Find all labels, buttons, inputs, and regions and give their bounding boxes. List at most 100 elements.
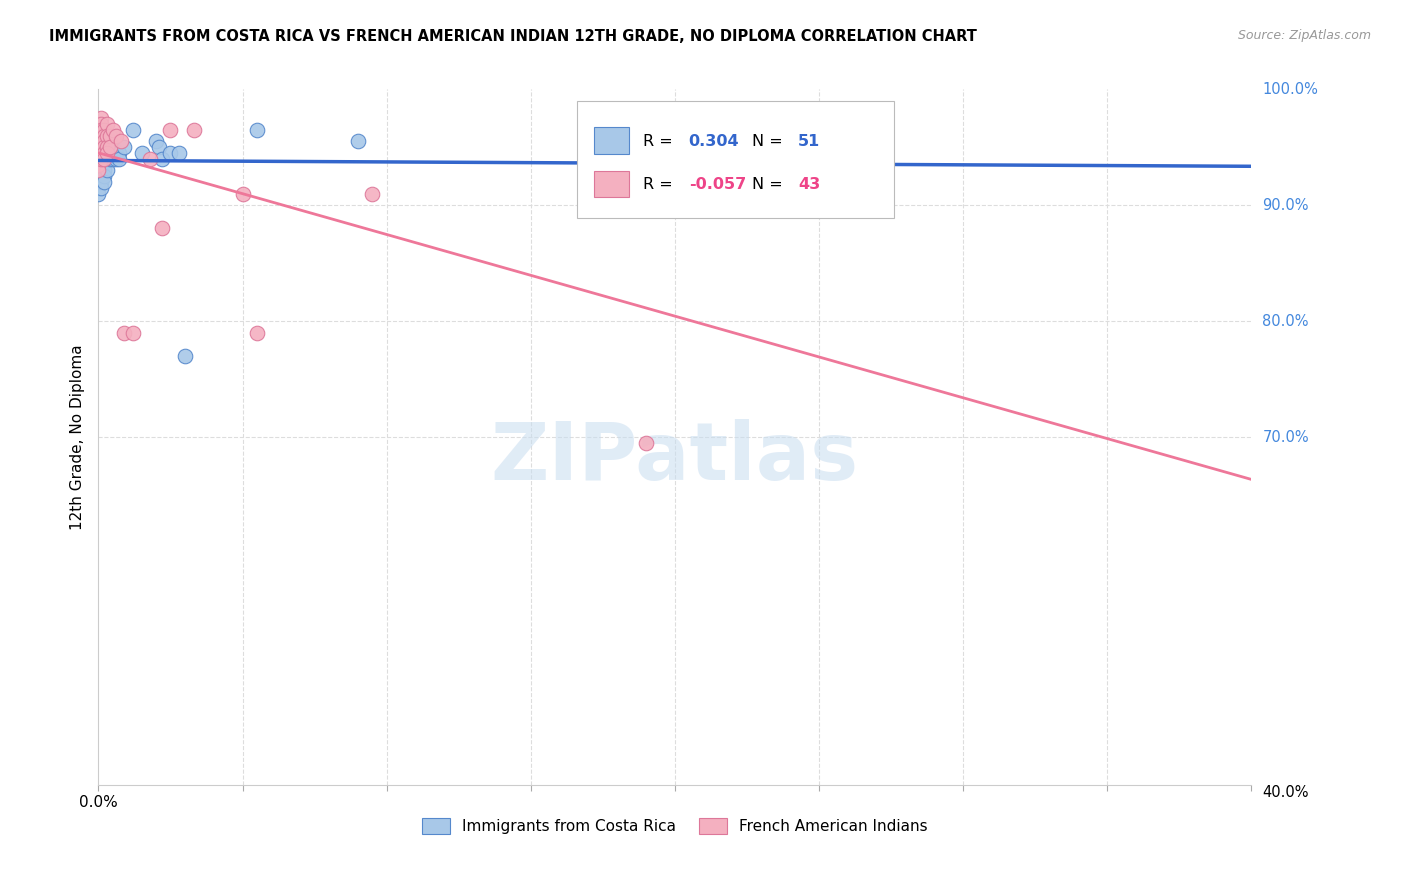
Point [90, 181, 112, 195]
Legend: Immigrants from Costa Rica, French American Indians: Immigrants from Costa Rica, French Ameri… [416, 812, 934, 840]
Point [90, 123, 112, 137]
Point [90, 146, 112, 161]
Point [90, 152, 112, 166]
Point [174, 349, 197, 363]
Point [96, 146, 118, 161]
Point [87, 146, 110, 161]
Point [93, 152, 115, 166]
Point [90, 146, 112, 161]
Point [93, 175, 115, 189]
Point [87, 186, 110, 201]
Text: 40.0%: 40.0% [1263, 785, 1309, 800]
Point [93, 135, 115, 149]
Bar [595, 128, 628, 154]
Text: N =: N = [752, 177, 787, 192]
Point [183, 123, 205, 137]
Point [246, 123, 269, 137]
Point [122, 326, 145, 340]
Point [93, 163, 115, 178]
Point [93, 123, 115, 137]
Point [246, 326, 269, 340]
Point [90, 135, 112, 149]
Point [101, 152, 124, 166]
Point [90, 175, 112, 189]
Point [139, 152, 162, 166]
Point [93, 152, 115, 166]
Point [90, 163, 112, 178]
Text: IMMIGRANTS FROM COSTA RICA VS FRENCH AMERICAN INDIAN 12TH GRADE, NO DIPLOMA CORR: IMMIGRANTS FROM COSTA RICA VS FRENCH AME… [49, 29, 977, 44]
Point [90, 169, 112, 184]
Point [98, 152, 121, 166]
Point [96, 152, 118, 166]
Point [721, 186, 744, 201]
Point [122, 123, 145, 137]
Point [87, 140, 110, 154]
Point [87, 117, 110, 131]
Point [107, 152, 129, 166]
Point [96, 128, 118, 143]
Point [104, 152, 127, 166]
Point [93, 128, 115, 143]
FancyBboxPatch shape [576, 101, 894, 218]
Point [90, 128, 112, 143]
Point [93, 123, 115, 137]
Point [112, 140, 135, 154]
Text: R =: R = [643, 177, 678, 192]
Point [87, 175, 110, 189]
Text: Source: ZipAtlas.com: Source: ZipAtlas.com [1237, 29, 1371, 42]
Point [346, 135, 368, 149]
Point [87, 169, 110, 184]
Point [87, 135, 110, 149]
Point [93, 128, 115, 143]
Point [98, 146, 121, 161]
Point [90, 123, 112, 137]
Point [96, 140, 118, 154]
Point [87, 123, 110, 137]
Point [110, 135, 132, 149]
Point [87, 163, 110, 178]
Text: 51: 51 [799, 134, 821, 149]
Point [104, 146, 127, 161]
Text: 90.0%: 90.0% [1263, 198, 1309, 212]
Point [90, 112, 112, 126]
Point [90, 117, 112, 131]
Point [90, 140, 112, 154]
Point [98, 128, 121, 143]
Point [93, 169, 115, 184]
Bar [595, 170, 628, 197]
Point [87, 158, 110, 172]
Point [107, 146, 129, 161]
Point [112, 326, 135, 340]
Point [101, 123, 124, 137]
Text: 0.304: 0.304 [689, 134, 740, 149]
Point [93, 140, 115, 154]
Point [98, 135, 121, 149]
Point [96, 146, 118, 161]
Point [150, 221, 173, 235]
Point [150, 152, 173, 166]
Point [98, 140, 121, 154]
Text: 70.0%: 70.0% [1263, 430, 1309, 444]
Point [145, 135, 167, 149]
Text: N =: N = [752, 134, 787, 149]
Point [90, 135, 112, 149]
Point [131, 146, 153, 161]
Point [167, 146, 190, 161]
Point [159, 123, 181, 137]
Point [87, 152, 110, 166]
Point [87, 158, 110, 172]
Text: 100.0%: 100.0% [1263, 82, 1319, 96]
Text: -0.057: -0.057 [689, 177, 747, 192]
Point [96, 117, 118, 131]
Point [90, 152, 112, 166]
Point [87, 146, 110, 161]
Point [636, 436, 658, 450]
Text: 80.0%: 80.0% [1263, 314, 1309, 328]
Point [104, 128, 127, 143]
Text: ZIPatlas: ZIPatlas [491, 419, 859, 497]
Point [93, 146, 115, 161]
Point [231, 186, 254, 201]
Point [93, 140, 115, 154]
Text: R =: R = [643, 134, 678, 149]
Point [90, 140, 112, 154]
